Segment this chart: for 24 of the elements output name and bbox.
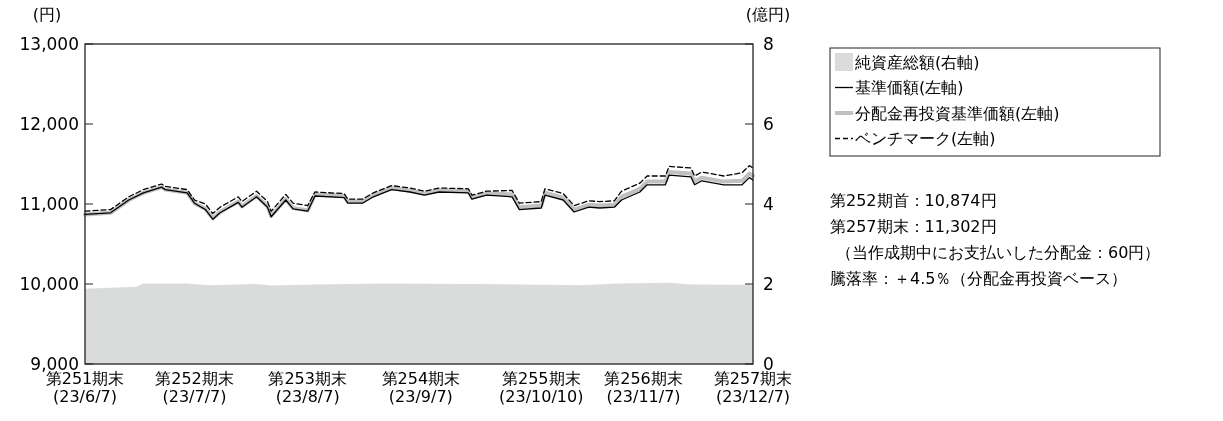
text: 第252期首：10,874円: [830, 190, 997, 210]
text: （当作成期中にお支払いした分配金：60円）: [836, 242, 1161, 262]
x-tick-label: 第253期末 (23/8/7): [268, 369, 347, 406]
x-tick-label: 第254期末 (23/9/7): [381, 369, 461, 406]
y2-tick-label: 8: [763, 33, 774, 54]
text: 騰落率：＋4.5％（分配金再投資ベース）: [830, 268, 1128, 288]
y-tick-label: 13,000: [19, 33, 79, 54]
x-tick-label: 第256期末 (23/11/7): [604, 369, 683, 406]
text: 第257期末：11,302円: [830, 216, 997, 236]
legend-label: 分配金再投資基準価額(左軸): [855, 103, 1060, 123]
legend-label: 基準価額(左軸): [855, 78, 964, 98]
y2-tick-label: 2: [763, 273, 774, 294]
x-tick-label: 第255期末 (23/10/10): [499, 369, 584, 406]
y-tick-label: 12,000: [19, 113, 79, 134]
y-axis-title: (円): [32, 5, 62, 24]
x-tick-label: 第252期末 (23/7/7): [155, 369, 234, 406]
y2-tick-label: 4: [763, 193, 774, 214]
legend-label: 純資産総額(右軸): [855, 52, 980, 72]
y-tick-label: 11,000: [19, 193, 79, 214]
x-tick-label: 第251期末 (23/6/7): [45, 369, 125, 406]
y-tick-label: 10,000: [19, 273, 79, 294]
y2-axis-title: (億円): [745, 5, 791, 24]
y2-tick-label: 6: [763, 113, 774, 134]
legend-label: ベンチマーク(左軸): [855, 129, 996, 149]
